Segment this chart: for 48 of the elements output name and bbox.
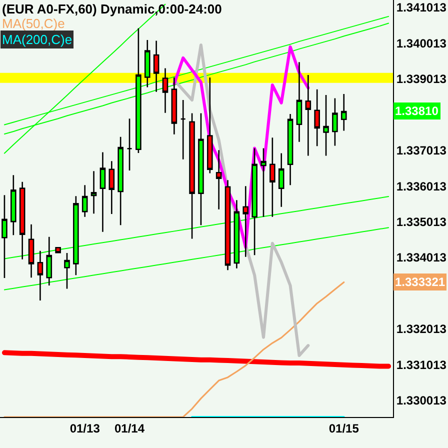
- line-series: [4, 281, 345, 417]
- candlestick: [216, 149, 222, 210]
- y-tick-label: 1.332013: [396, 322, 447, 336]
- text: MA(200,C)e: [2, 32, 72, 47]
- candlestick: [100, 152, 106, 233]
- candlestick: [144, 39, 150, 88]
- candlestick: [28, 224, 34, 278]
- candlestick: [340, 93, 347, 132]
- candlestick: [171, 76, 178, 135]
- text: 1.33810: [395, 104, 439, 118]
- candlestick: [10, 174, 16, 236]
- candlestick: [287, 113, 294, 186]
- candlestick: [37, 250, 44, 302]
- candlestick: [180, 99, 186, 160]
- y-tick-label: 1.336013: [396, 179, 447, 194]
- y-tick-label: 1.337013: [396, 144, 447, 158]
- y-tick-label: 1.339013: [396, 72, 447, 86]
- candlestick: [270, 136, 276, 218]
- text: 1.333321: [395, 275, 446, 289]
- candlestick: [305, 74, 312, 156]
- x-tick-label: 01/14: [114, 421, 145, 436]
- x-tick-label: 01/13: [70, 421, 100, 436]
- y-tick-label: 1.334013: [396, 250, 447, 265]
- candlestick: [296, 62, 302, 143]
- candlestick: [82, 184, 88, 218]
- candlestick: [162, 68, 168, 114]
- candlestick: [126, 118, 132, 172]
- candlestick: [207, 76, 213, 174]
- candlestick: [90, 170, 97, 214]
- candlestick: [314, 88, 320, 147]
- candlestick: [118, 136, 124, 226]
- y-tick-label: 1.340013: [396, 36, 447, 50]
- y-tick-label: 1.330013: [396, 394, 447, 408]
- y-tick-label: 1.335013: [396, 214, 447, 229]
- text: MA(50,C)e: [2, 16, 65, 31]
- candlestick: [153, 40, 160, 92]
- y-tick-label: 1.331013: [396, 358, 447, 372]
- candlestick: [55, 246, 61, 254]
- candlestick: [189, 112, 195, 240]
- candlestick: [19, 181, 26, 260]
- candlestick: [108, 160, 115, 215]
- candlestick: [323, 94, 329, 156]
- x-tick-label: 01/15: [328, 421, 360, 436]
- candlestick: [278, 152, 284, 208]
- candlestick: [332, 98, 338, 146]
- candlestick: [242, 186, 249, 258]
- y-tick-label: 1.341013: [396, 0, 447, 15]
- candlestick: [224, 179, 231, 271]
